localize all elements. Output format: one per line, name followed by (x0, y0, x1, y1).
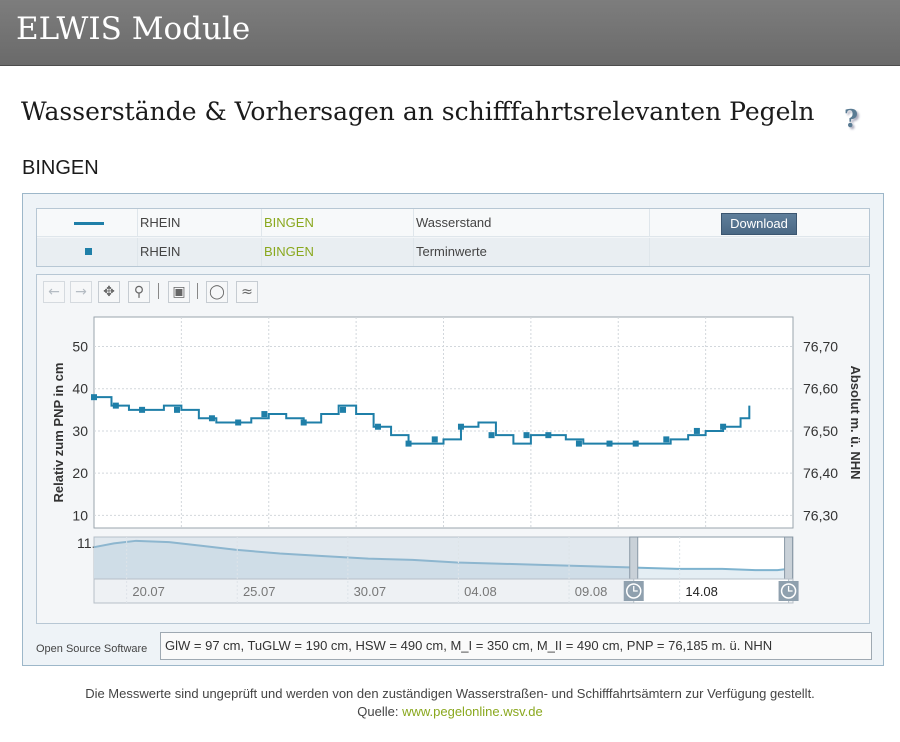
terminwert-point (523, 432, 530, 439)
navigator-axis-selected (633, 578, 790, 604)
navigator-mask (94, 537, 634, 579)
station-title: BINGEN (22, 157, 99, 179)
terminwert-point (174, 406, 181, 413)
terminwert-point (91, 394, 97, 401)
terminwert-point (606, 440, 613, 447)
terminwert-point (431, 436, 438, 443)
line-symbol-icon (74, 222, 104, 225)
y2-tick-label: 76,70 (803, 339, 838, 355)
terminwert-point (693, 427, 700, 434)
terminwert-point (340, 406, 347, 413)
water-level-chart[interactable]: 11.0812.0813.0814.0815.0816.0817.0818.08… (37, 275, 869, 623)
water-level-icon[interactable]: ≈ (236, 281, 258, 303)
download-button[interactable]: Download (721, 213, 797, 235)
disclaimer: Die Messwerte sind ungeprüft und werden … (0, 685, 900, 721)
terminwert-point (405, 440, 412, 447)
header-bar: ELWIS Module (0, 0, 900, 66)
y2-tick-label: 76,40 (803, 465, 838, 481)
legend-water: RHEIN (137, 238, 261, 266)
series-legend: RHEIN BINGEN Wasserstand Download RHEIN … (36, 208, 870, 267)
y-tick-label: 50 (72, 339, 88, 355)
legend-water: RHEIN (137, 209, 261, 237)
terminwert-point (139, 406, 146, 413)
navigator-handle (629, 536, 639, 580)
square-symbol-icon (85, 248, 92, 255)
app-title: ELWIS Module (16, 11, 251, 47)
legend-station: BINGEN (261, 238, 413, 266)
clock-icon-face (625, 583, 642, 599)
legend-type: Terminwerte (413, 238, 649, 266)
source-prefix: Quelle: (357, 704, 399, 719)
arrow-right-icon[interactable]: → (70, 281, 92, 303)
y-tick-label: 30 (72, 423, 88, 439)
y2-tick-label: 76,60 (803, 381, 838, 397)
legend-station: BINGEN (261, 209, 413, 237)
terminwert-point (457, 423, 464, 430)
legend-row-wasserstand: RHEIN BINGEN Wasserstand Download (37, 209, 869, 237)
y2-axis-label: Absolut m. ü. NHN (848, 365, 863, 479)
page-title: Wasserstände & Vorhersagen an schifffahr… (21, 97, 815, 126)
navigator-handle (784, 536, 794, 580)
arrow-left-icon[interactable]: ← (43, 281, 65, 303)
navigator-tick-label: 30.07 (354, 584, 387, 599)
terminwert-point (235, 419, 242, 426)
source-link[interactable]: www.pegelonline.wsv.de (402, 704, 543, 719)
zoom-extent-icon[interactable]: ▣ (168, 281, 190, 303)
y2-tick-label: 76,50 (803, 423, 838, 439)
disclaimer-text: Die Messwerte sind ungeprüft und werden … (85, 686, 815, 701)
terminwert-point (300, 419, 307, 426)
navigator-line (93, 539, 789, 572)
open-source-label: Open Source Software (36, 643, 148, 655)
navigator-tick-label: 25.07 (243, 584, 276, 599)
question-mark-icon[interactable]: ? (844, 104, 859, 133)
terminwert-point (632, 440, 639, 447)
navigator-tick-label: 04.08 (464, 584, 497, 599)
toolbar-divider (158, 283, 159, 299)
terminwert-point (575, 440, 582, 447)
clock-icon-hands (633, 586, 638, 592)
terminwert-point (261, 411, 268, 418)
water-drop-icon[interactable]: ◯ (206, 281, 228, 303)
clock-icon[interactable] (623, 581, 644, 601)
terminwert-point (720, 423, 727, 430)
y-tick-label: 40 (72, 381, 88, 397)
y-tick-label: 10 (72, 507, 88, 523)
zoom-icon[interactable]: ⚲ (128, 281, 150, 303)
y-axis-label: Relativ zum PNP in cm (51, 363, 66, 503)
terminwert-point (112, 402, 119, 409)
chart-area: ← → ✥ ⚲ ▣ ◯ ≈ 11.0812.0813.0814.0815.081… (36, 274, 870, 624)
navigator-area (94, 540, 789, 579)
toolbar-divider (197, 283, 198, 299)
pan-icon[interactable]: ✥ (98, 281, 120, 303)
terminwert-point (663, 436, 670, 443)
terminwert-point (545, 432, 552, 439)
clock-icon[interactable] (778, 581, 799, 601)
gauge-panel: RHEIN BINGEN Wasserstand Download RHEIN … (22, 193, 884, 666)
terminwert-point (208, 415, 215, 422)
y-tick-label: 20 (72, 465, 88, 481)
terminwert-point (488, 432, 495, 439)
clock-icon-hands (787, 586, 793, 592)
navigator-tick-label: 09.08 (575, 584, 608, 599)
y2-tick-label: 76,30 (803, 507, 838, 523)
navigator-tick-label: 20.07 (132, 584, 165, 599)
clock-icon-face (780, 583, 797, 599)
legend-row-terminwerte: RHEIN BINGEN Terminwerte (37, 238, 869, 266)
gauge-statistics: GlW = 97 cm, TuGLW = 190 cm, HSW = 490 c… (160, 632, 872, 660)
navigator-tick-label: 14.08 (685, 584, 718, 599)
legend-type: Wasserstand (413, 209, 649, 237)
terminwert-point (374, 423, 381, 430)
